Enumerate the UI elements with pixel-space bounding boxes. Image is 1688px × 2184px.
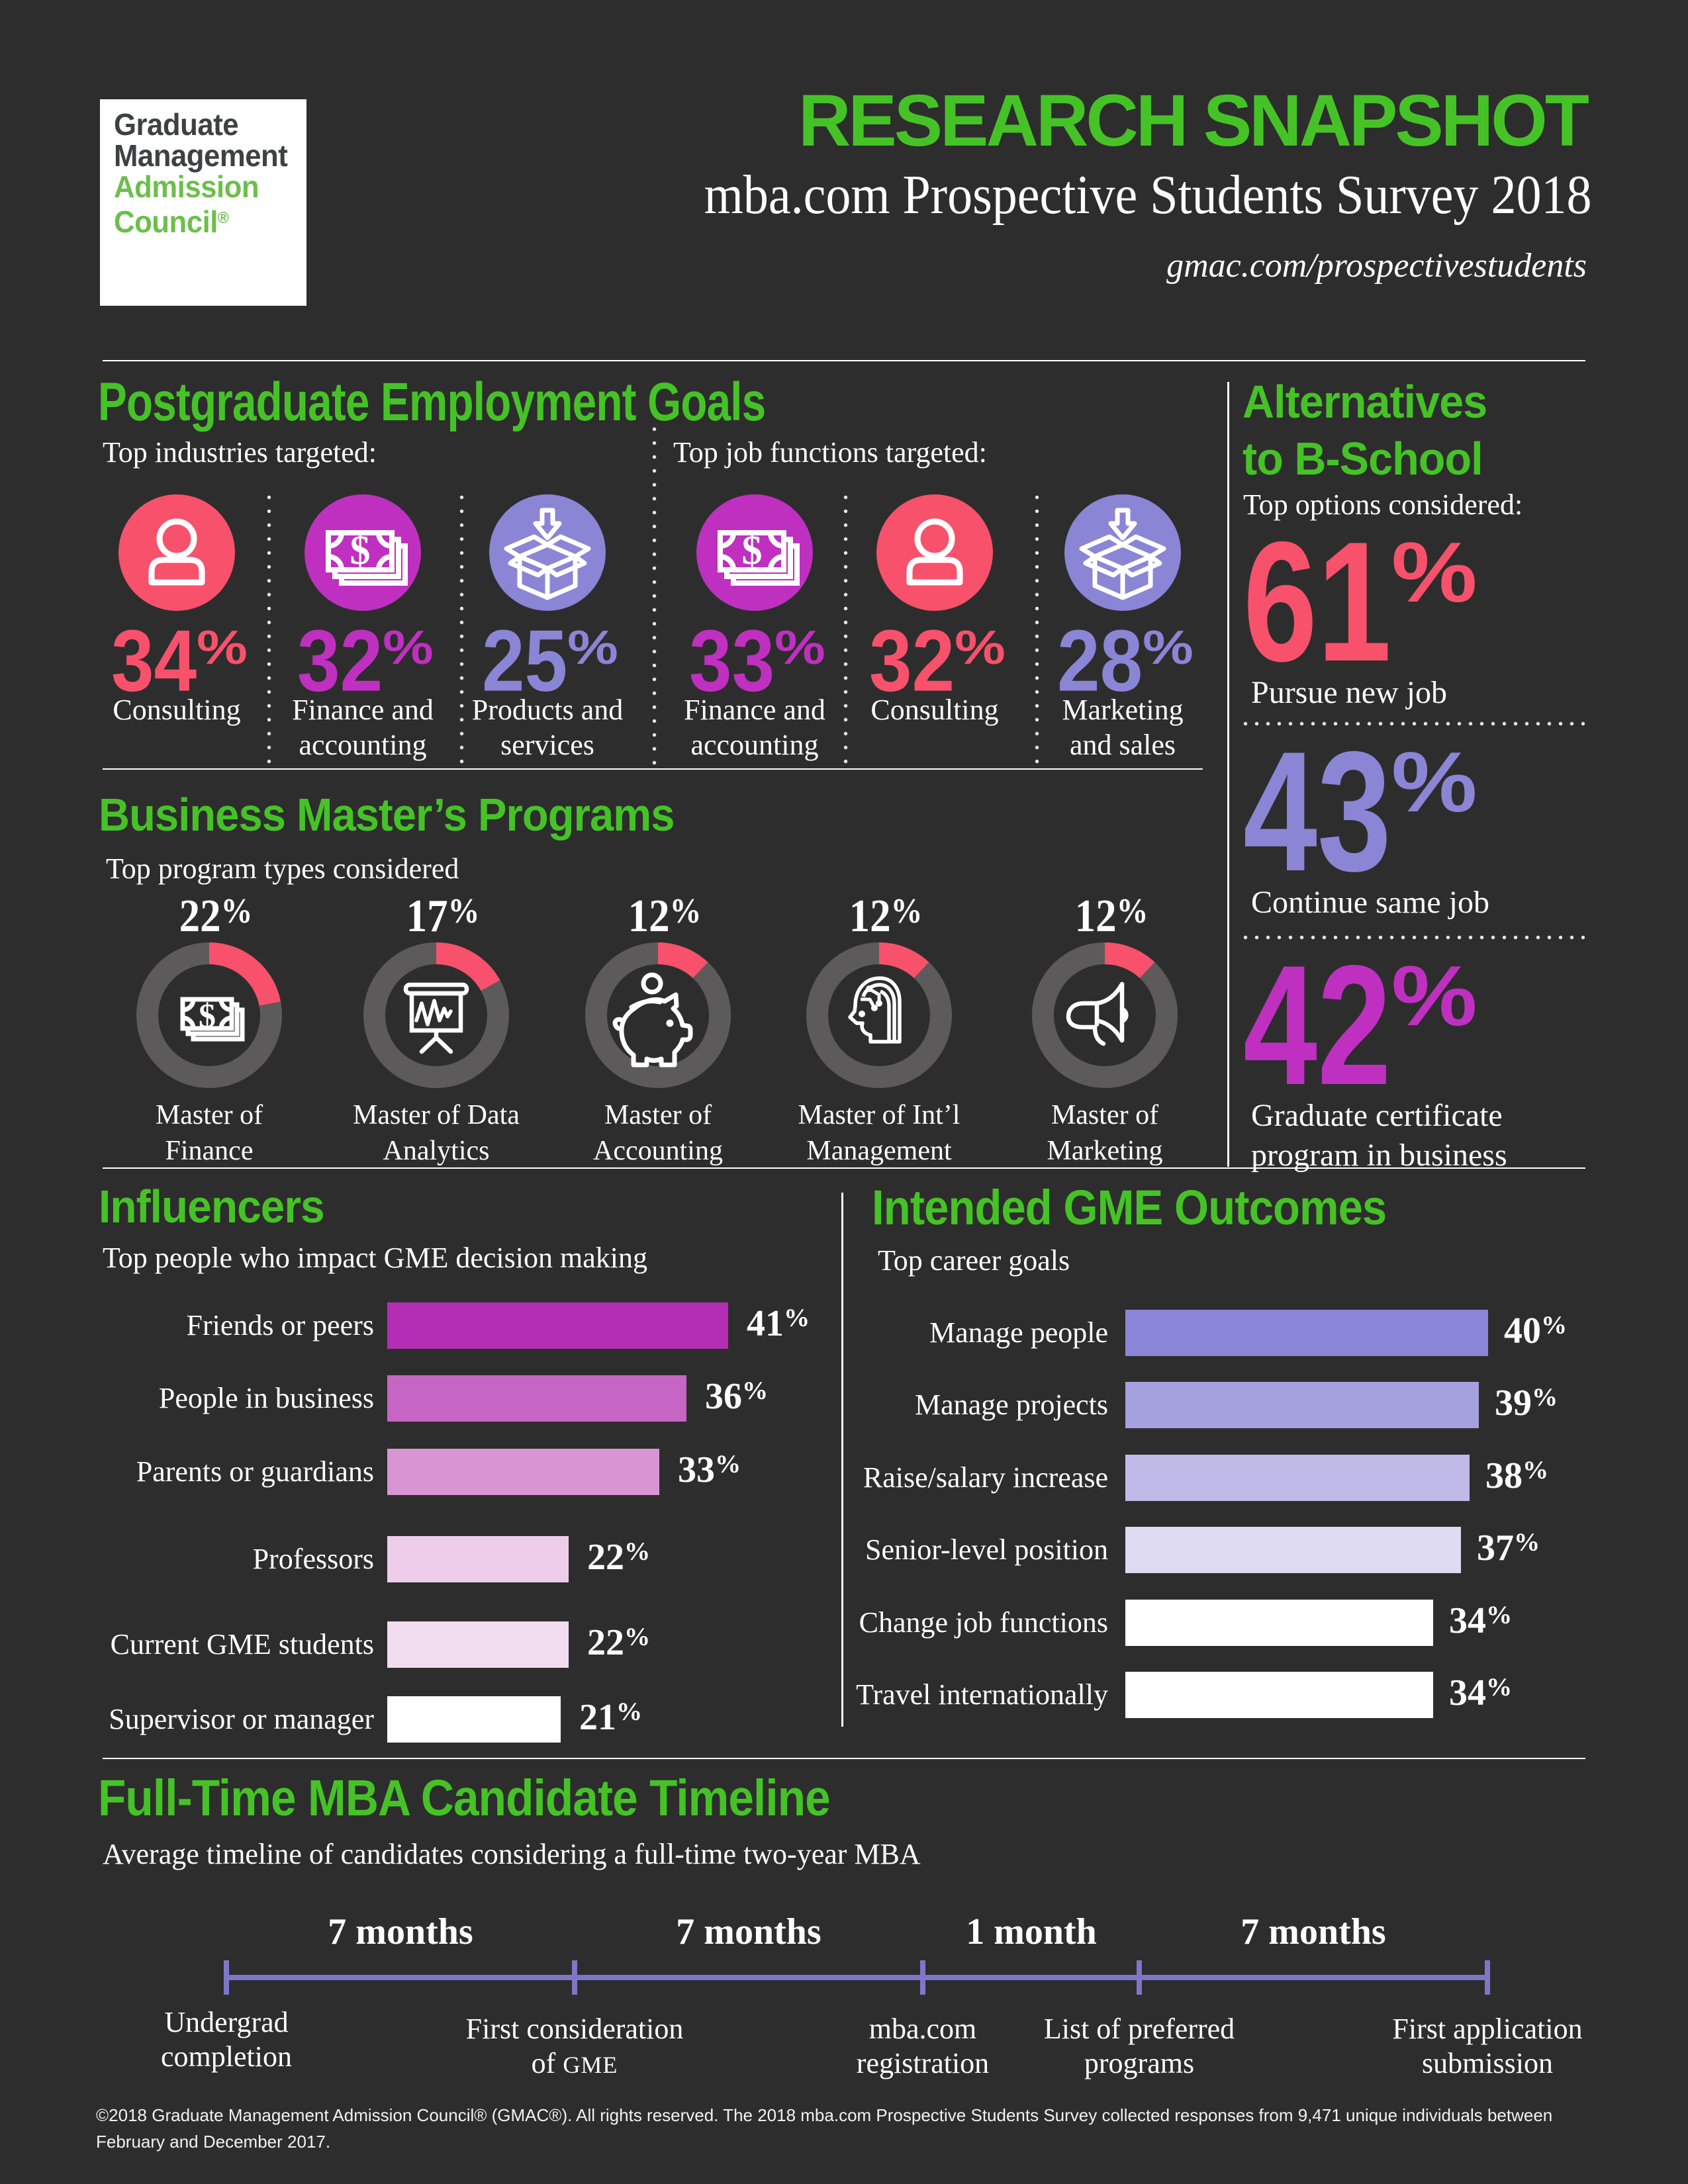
svg-text:$: $ xyxy=(350,528,371,573)
svg-text:$: $ xyxy=(199,997,216,1035)
svg-text:$: $ xyxy=(742,528,763,573)
